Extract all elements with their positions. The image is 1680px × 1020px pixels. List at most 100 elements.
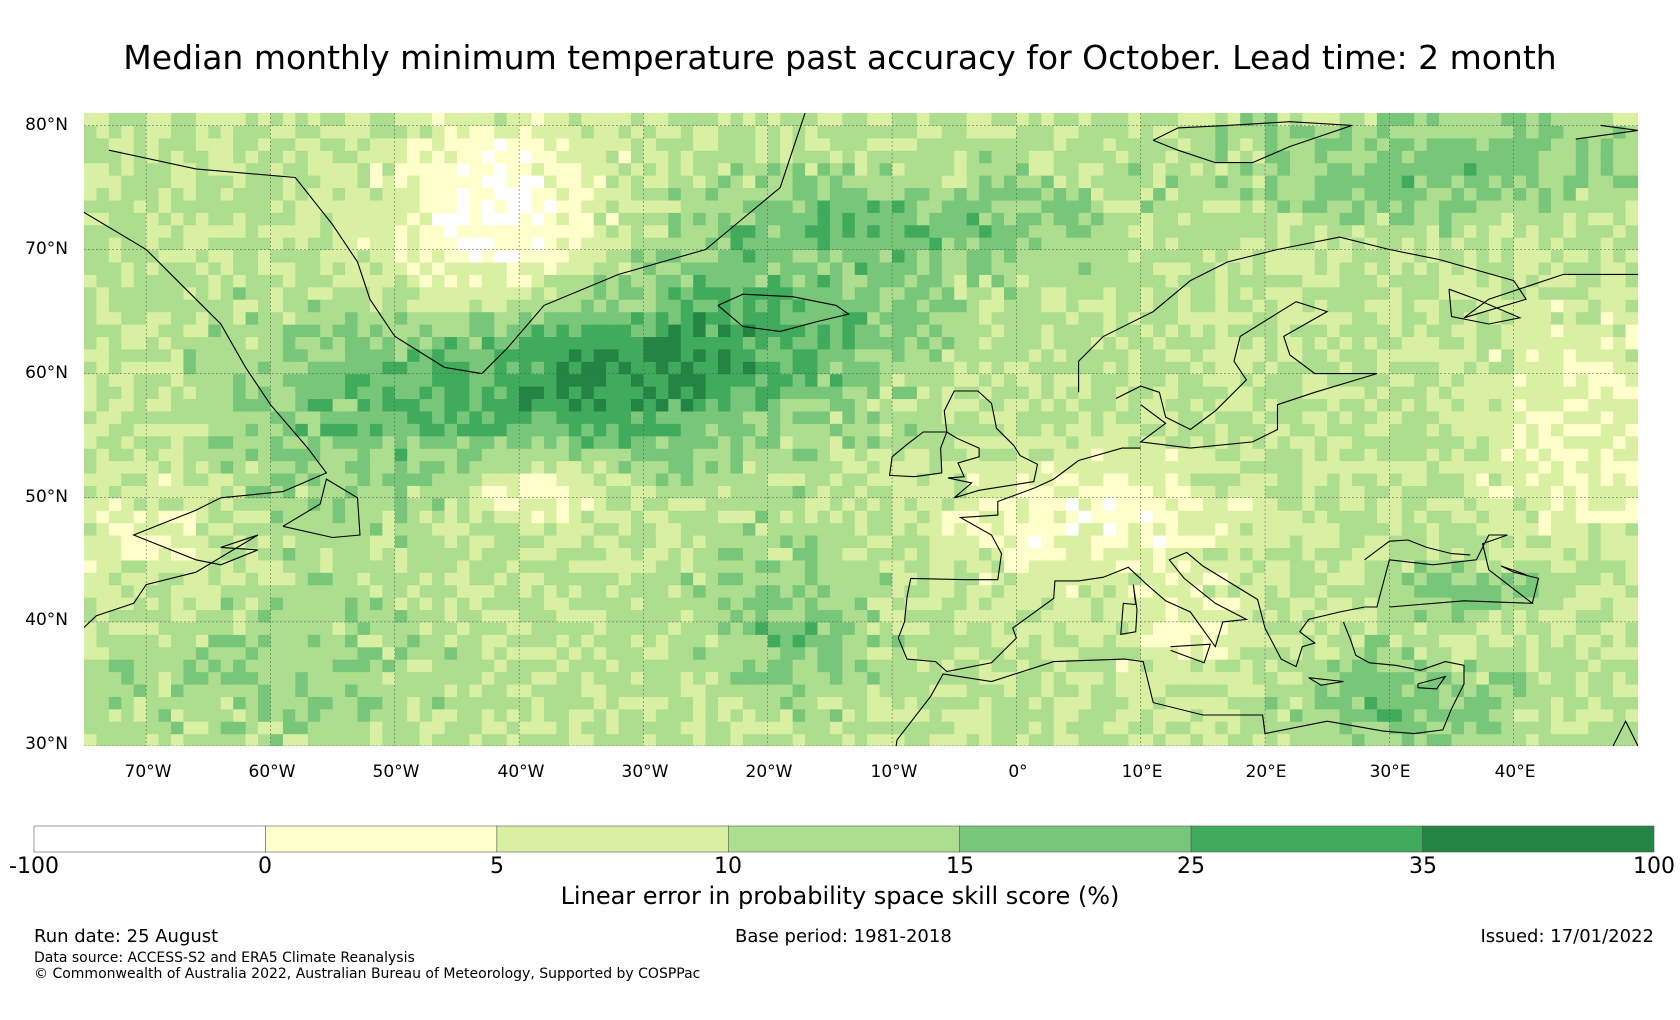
grid-cell: [543, 224, 558, 238]
grid-cell: [369, 175, 383, 189]
grid-cell: [854, 659, 868, 673]
grid-cell: [767, 150, 781, 164]
grid-cell: [307, 435, 321, 449]
grid-cell: [1128, 348, 1142, 362]
grid-cell: [357, 460, 371, 474]
grid-cell: [767, 621, 781, 635]
grid-cell: [618, 175, 632, 189]
grid-cell: [220, 584, 234, 598]
grid-cell: [693, 621, 707, 635]
grid-cell: [581, 485, 595, 499]
grid-cell: [631, 572, 645, 586]
grid-cell: [1265, 609, 1279, 623]
grid-cell: [96, 584, 110, 598]
grid-cell: [1277, 510, 1291, 524]
grid-cell: [730, 423, 744, 437]
grid-cell: [1028, 150, 1042, 164]
grid-cell: [1202, 125, 1216, 139]
grid-cell: [829, 683, 843, 697]
grid-cell: [208, 708, 222, 722]
grid-cell: [966, 162, 980, 176]
grid-cell: [320, 199, 334, 213]
grid-cell: [916, 261, 930, 275]
grid-cell: [1128, 435, 1142, 449]
grid-cell: [307, 659, 321, 673]
grid-cell: [892, 621, 906, 635]
grid-cell: [171, 535, 185, 549]
grid-cell: [1115, 733, 1129, 746]
grid-cell: [220, 733, 234, 746]
grid-cell: [829, 460, 843, 474]
grid-cell: [1090, 125, 1105, 139]
grid-cell: [1003, 721, 1017, 735]
grid-cell: [295, 621, 309, 635]
grid-cell: [233, 373, 247, 387]
grid-cell: [742, 659, 756, 673]
grid-cell: [693, 398, 707, 412]
grid-cell: [929, 311, 943, 325]
grid-cell: [208, 535, 222, 549]
grid-cell: [1277, 175, 1291, 189]
grid-cell: [357, 708, 371, 722]
grid-cell: [407, 113, 421, 127]
grid-cell: [1078, 299, 1092, 313]
grid-cell: [543, 708, 558, 722]
grid-cell: [842, 609, 856, 623]
grid-cell: [643, 435, 657, 449]
grid-cell: [84, 162, 98, 176]
grid-cell: [730, 299, 744, 313]
grid-cell: [307, 150, 321, 164]
grid-cell: [730, 212, 744, 226]
grid-cell: [1078, 472, 1092, 486]
grid-cell: [320, 522, 334, 536]
map-title: Median monthly minimum temperature past …: [123, 38, 1557, 77]
grid-cell: [1252, 249, 1266, 263]
grid-cell: [519, 559, 533, 573]
grid-cell: [357, 634, 371, 648]
grid-cell: [282, 274, 296, 288]
grid-cell: [1289, 472, 1303, 486]
grid-cell: [1289, 361, 1303, 375]
grid-cell: [320, 299, 334, 313]
grid-cell: [494, 597, 508, 611]
grid-cell: [668, 535, 682, 549]
grid-cell: [792, 733, 806, 746]
grid-cell: [606, 410, 620, 424]
grid-cell: [643, 547, 657, 561]
grid-cell: [618, 410, 632, 424]
grid-cell: [245, 423, 259, 437]
grid-cell: [481, 671, 495, 685]
grid-cell: [1028, 125, 1042, 139]
grid-cell: [345, 609, 359, 623]
grid-cell: [195, 435, 209, 449]
grid-cell: [1041, 708, 1055, 722]
grid-cell: [916, 522, 930, 536]
grid-cell: [1277, 274, 1291, 288]
grid-cell: [295, 237, 309, 251]
grid-cell: [879, 584, 893, 598]
grid-cell: [133, 324, 147, 338]
grid-cell: [705, 547, 719, 561]
grid-cell: [568, 113, 582, 127]
grid-cell: [1090, 224, 1105, 238]
grid-cell: [904, 547, 918, 561]
grid-cell: [718, 733, 732, 746]
grid-cell: [631, 448, 645, 462]
grid-cell: [1202, 671, 1216, 685]
grid-cell: [668, 448, 682, 462]
grid-cell: [320, 696, 334, 710]
grid-cell: [531, 683, 545, 697]
grid-cell: [133, 497, 147, 511]
grid-cell: [258, 373, 272, 387]
grid-cell: [245, 386, 259, 400]
grid-cell: [693, 485, 707, 499]
grid-cell: [369, 547, 383, 561]
grid-cell: [842, 224, 856, 238]
grid-cell: [854, 224, 868, 238]
grid-cell: [195, 199, 209, 213]
grid-cell: [805, 609, 819, 623]
grid-cell: [469, 448, 483, 462]
grid-cell: [1016, 113, 1030, 127]
grid-cell: [979, 361, 993, 375]
grid-cell: [643, 361, 657, 375]
